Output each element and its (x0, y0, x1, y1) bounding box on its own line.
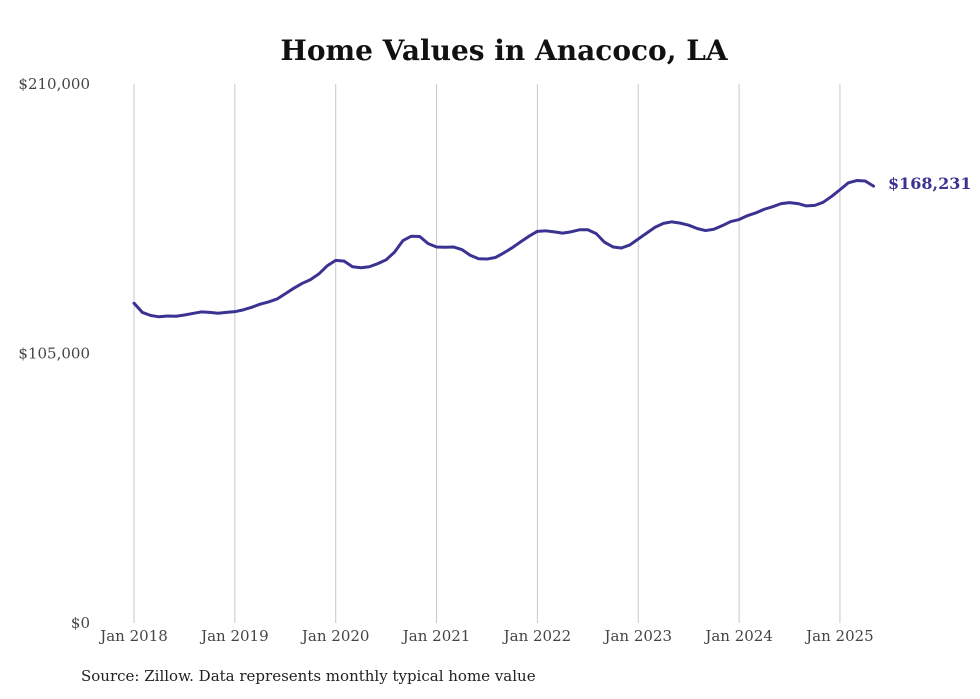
x-tick-label: Jan 2022 (502, 627, 572, 645)
chart-title: Home Values in Anacoco, LA (280, 34, 729, 67)
y-tick-label: $0 (71, 614, 90, 632)
y-axis-ticks: $0 $105,000 $210,000 (18, 75, 90, 632)
x-tick-label: Jan 2023 (602, 627, 672, 645)
x-tick-label: Jan 2024 (703, 627, 773, 645)
end-value-label: $168,231 (888, 174, 972, 193)
grid-lines (133, 84, 841, 623)
series-line-home-value (132, 179, 876, 319)
x-tick-label: Jan 2025 (804, 627, 874, 645)
y-tick-label: $210,000 (18, 75, 90, 93)
y-tick-label: $105,000 (18, 345, 90, 363)
x-tick-label: Jan 2021 (401, 627, 471, 645)
x-axis-ticks: Jan 2018 Jan 2019 Jan 2020 Jan 2021 Jan 2022… (98, 627, 874, 645)
x-tick-label: Jan 2020 (300, 627, 370, 645)
x-tick-label: Jan 2018 (98, 627, 168, 645)
source-note: Source: Zillow. Data represents monthly … (81, 667, 536, 685)
x-tick-label: Jan 2019 (199, 627, 269, 645)
